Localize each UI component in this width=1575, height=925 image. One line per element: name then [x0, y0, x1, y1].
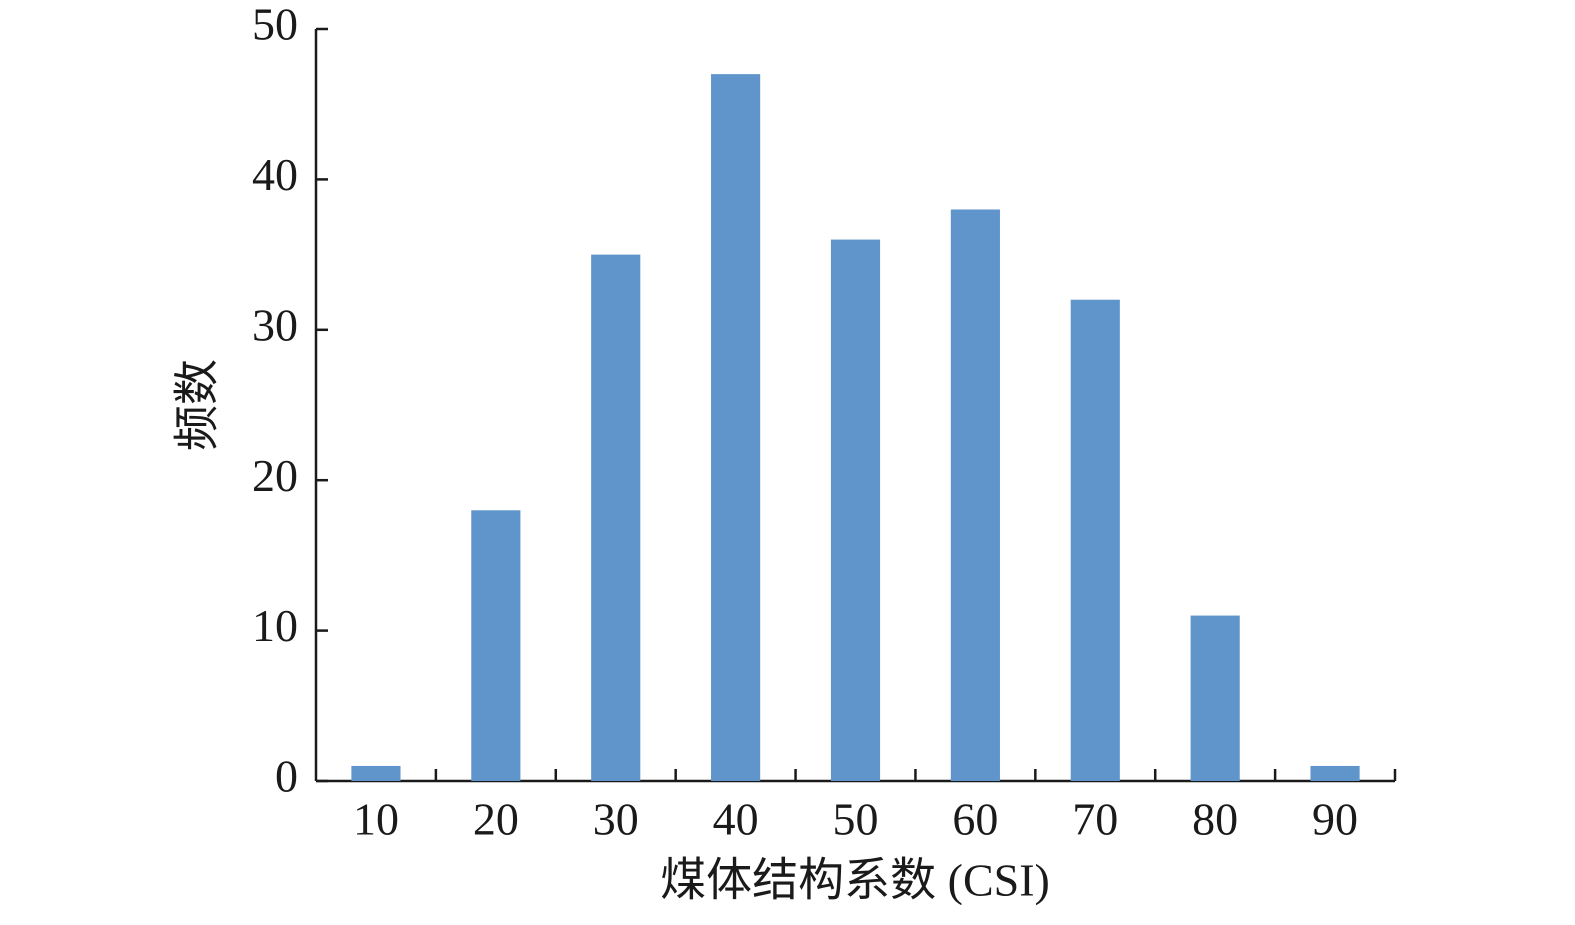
bar — [1070, 299, 1120, 781]
bar — [711, 74, 761, 782]
y-tick-label: 50 — [252, 0, 298, 50]
x-tick-label: 20 — [473, 794, 519, 845]
x-tick-label: 90 — [1312, 794, 1358, 845]
bar — [591, 254, 641, 782]
x-tick-label: 60 — [952, 794, 998, 845]
x-tick-label: 80 — [1192, 794, 1238, 845]
bar — [1190, 615, 1240, 781]
bar — [351, 765, 401, 781]
y-tick-label: 10 — [252, 600, 298, 651]
y-tick-label: 30 — [252, 299, 298, 350]
y-tick-label: 0 — [275, 751, 298, 802]
x-tick-label: 50 — [833, 794, 879, 845]
y-tick-label: 40 — [252, 149, 298, 200]
x-tick-label: 30 — [593, 794, 639, 845]
x-axis-title: 煤体结构系数 (CSI) — [660, 855, 1050, 906]
bar — [830, 239, 881, 781]
x-tick-label: 40 — [713, 794, 759, 845]
bar — [471, 510, 521, 781]
bar — [950, 209, 1000, 782]
y-axis-title: 频数 — [172, 359, 223, 451]
x-tick-label: 70 — [1072, 794, 1118, 845]
x-tick-label: 10 — [353, 794, 399, 845]
bar — [1310, 765, 1360, 781]
y-tick-label: 20 — [252, 450, 298, 501]
